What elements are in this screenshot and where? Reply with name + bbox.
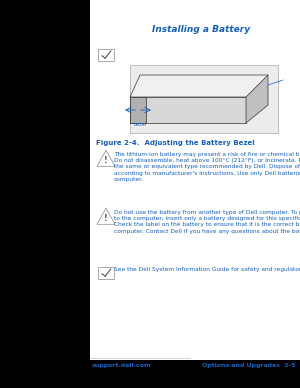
Polygon shape xyxy=(97,150,115,166)
Polygon shape xyxy=(130,97,246,123)
Text: Installing a Battery: Installing a Battery xyxy=(152,26,250,35)
Text: See the Dell System Information Guide for safety and regulatory information.: See the Dell System Information Guide fo… xyxy=(114,267,300,272)
Text: The lithium-ion battery may present a risk of fire or chemical burn if mistreate: The lithium-ion battery may present a ri… xyxy=(114,152,300,182)
Text: support.dell.com: support.dell.com xyxy=(92,364,152,369)
Polygon shape xyxy=(130,75,268,97)
Text: Options and Upgrades  2-5: Options and Upgrades 2-5 xyxy=(202,364,296,369)
Bar xyxy=(98,48,114,61)
Text: Do not use the battery from another type of Dell computer. To prevent damage
to : Do not use the battery from another type… xyxy=(114,210,300,234)
Text: Figure 2-4.  Adjusting the Battery Bezel: Figure 2-4. Adjusting the Battery Bezel xyxy=(96,140,255,146)
Bar xyxy=(98,267,114,279)
Text: bezel: bezel xyxy=(133,122,146,127)
Text: !: ! xyxy=(104,156,108,165)
Bar xyxy=(0,360,300,388)
Bar xyxy=(130,65,278,133)
Polygon shape xyxy=(97,208,115,224)
Bar xyxy=(0,0,90,388)
Polygon shape xyxy=(246,75,268,123)
Polygon shape xyxy=(130,97,146,123)
Bar xyxy=(90,0,300,388)
Text: !: ! xyxy=(104,214,108,223)
